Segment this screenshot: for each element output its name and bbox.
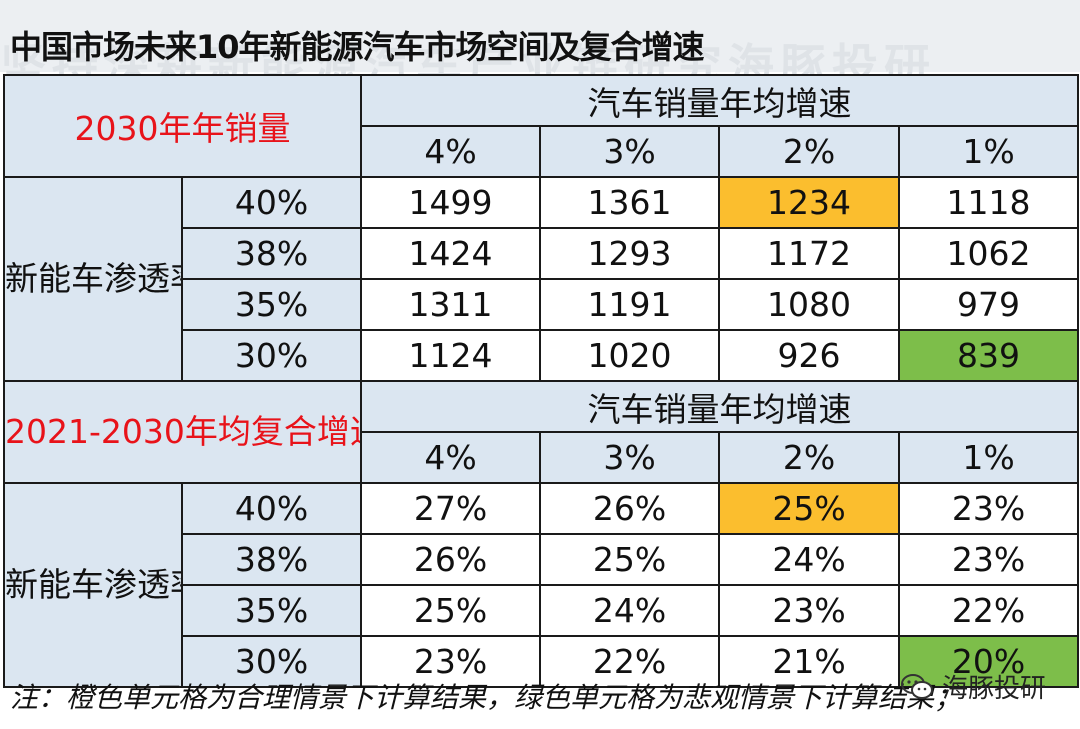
value-cell-pessimistic: 20% (898, 635, 1080, 688)
table1-row-header: 新能车渗透率 (3, 176, 183, 382)
value-cell: 22% (539, 635, 721, 688)
value-cell: 1311 (360, 278, 542, 331)
table2-rates-row: 4% 3% 2% 1% (4, 431, 1080, 484)
table1-rate-header: 2% (718, 125, 901, 178)
value-cell: 1124 (360, 329, 542, 382)
value-cell: 979 (898, 278, 1080, 331)
value-cell: 27% (360, 482, 542, 535)
value-cell: 1062 (898, 227, 1080, 280)
value-cell: 24% (718, 533, 901, 586)
table2-rate-header: 2% (718, 431, 901, 484)
value-cell: 1020 (539, 329, 721, 382)
penetration-cell: 35% (180, 278, 363, 331)
penetration-cell: 38% (180, 227, 363, 280)
value-cell: 26% (360, 533, 542, 586)
page-title: 中国市场未来10年新能源汽车市场空间及复合增速 (10, 28, 705, 66)
wechat-icon (900, 673, 933, 699)
penetration-cell: 30% (180, 635, 363, 688)
table1-rate-header: 3% (539, 125, 721, 178)
table2-rate-header: 1% (898, 431, 1080, 484)
data-table: 2030年年销量 汽车销量年均增速 4% 3% 2% 1% 新能车渗透率 40%… (2, 74, 1080, 688)
value-cell: 24% (539, 584, 721, 637)
penetration-cell: 40% (180, 482, 363, 535)
table2-rate-header: 4% (360, 431, 542, 484)
table2-group-header: 汽车销量年均增速 (360, 380, 1080, 433)
value-cell: 1172 (718, 227, 901, 280)
value-cell-reasonable: 1234 (718, 176, 901, 229)
watermark: 坚持深耕新能源汽车产业链研究海豚投研 (0, 39, 936, 74)
value-cell: 1118 (898, 176, 1080, 229)
footnote: 注：橙色单元格为合理情景下计算结果，绿色单元格为悲观情景下计算结果； (10, 681, 963, 714)
table2-corner-label: 2021-2030年均复合增速 (2, 380, 363, 484)
value-cell: 23% (360, 635, 542, 688)
value-cell: 23% (718, 584, 901, 637)
table2-rate-header: 3% (539, 431, 721, 484)
value-cell-pessimistic: 839 (898, 329, 1080, 382)
penetration-cell: 38% (180, 533, 363, 586)
penetration-cell: 35% (180, 584, 363, 637)
value-cell: 1293 (539, 227, 721, 280)
table-row: 35% 25% 24% 23% 22% (4, 584, 1080, 637)
table1-group-header: 汽车销量年均增速 (360, 74, 1080, 127)
value-cell: 23% (898, 482, 1080, 535)
value-cell: 1499 (360, 176, 542, 229)
wechat-account-name: 海豚投研 (941, 674, 1046, 704)
value-cell-reasonable: 25% (718, 482, 901, 535)
table2-row-header: 新能车渗透率 (3, 482, 183, 688)
penetration-cell: 30% (180, 329, 363, 382)
table-row: 38% 26% 25% 24% 23% (4, 533, 1080, 586)
table-row: 35% 1311 1191 1080 979 (4, 278, 1080, 331)
table1-rate-header: 1% (898, 125, 1080, 178)
value-cell: 1080 (718, 278, 901, 331)
value-cell: 22% (898, 584, 1080, 637)
table-row: 38% 1424 1293 1172 1062 (4, 227, 1080, 280)
value-cell: 26% (539, 482, 721, 535)
table1-rate-header: 4% (360, 125, 542, 178)
table1-corner-label: 2030年年销量 (2, 74, 363, 178)
table-row: 30% 1124 1020 926 839 (4, 329, 1080, 382)
value-cell: 25% (539, 533, 721, 586)
value-cell: 926 (718, 329, 901, 382)
table2-header-row: 2021-2030年均复合增速 汽车销量年均增速 (2, 380, 1080, 484)
value-cell: 25% (360, 584, 542, 637)
value-cell: 1191 (539, 278, 721, 331)
value-cell: 21% (718, 635, 901, 688)
title-bar: 坚持深耕新能源汽车产业链研究海豚投研 中国市场未来10年新能源汽车市场空间及复合… (0, 0, 1080, 74)
value-cell: 23% (898, 533, 1080, 586)
penetration-cell: 40% (180, 176, 363, 229)
wechat-badge: 海豚投研 (900, 668, 1046, 705)
table-row: 30% 23% 22% 21% 20% (4, 635, 1080, 688)
table1-rates-row: 4% 3% 2% 1% (4, 125, 1080, 178)
value-cell: 1361 (539, 176, 721, 229)
table1-header-row: 2030年年销量 汽车销量年均增速 (2, 74, 1080, 178)
value-cell: 1424 (360, 227, 542, 280)
table-row: 新能车渗透率 40% 1499 1361 1234 1118 (3, 176, 1080, 382)
table-row: 新能车渗透率 40% 27% 26% 25% 23% (3, 482, 1080, 688)
